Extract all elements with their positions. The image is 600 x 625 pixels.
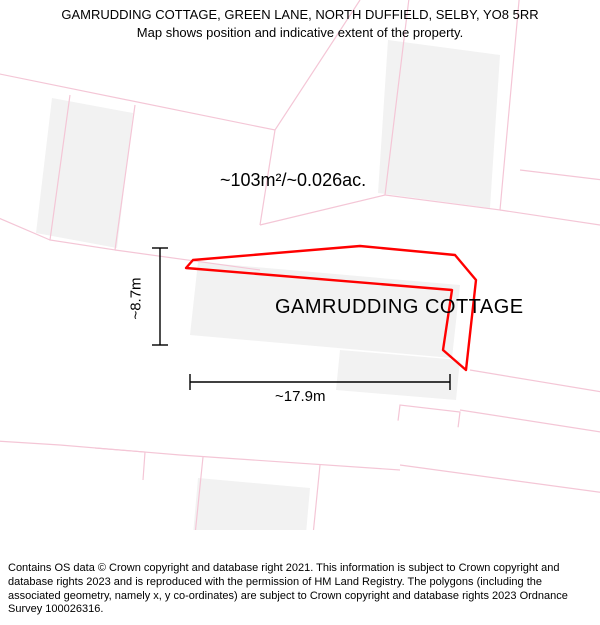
footer-copyright: Contains OS data © Crown copyright and d…: [8, 562, 592, 617]
property-name-label: GAMRUDDING COTTAGE: [275, 296, 524, 319]
area-label: ~103m²/~0.026ac.: [220, 170, 366, 191]
height-dimension-label: ~8.7m: [128, 277, 145, 319]
width-dimension-label: ~17.9m: [275, 388, 325, 405]
header-subtitle: Map shows position and indicative extent…: [0, 24, 600, 42]
map-svg: [0, 0, 600, 530]
building-shape: [378, 40, 500, 208]
header-title: GAMRUDDING COTTAGE, GREEN LANE, NORTH DU…: [0, 6, 600, 24]
header-block: GAMRUDDING COTTAGE, GREEN LANE, NORTH DU…: [0, 6, 600, 41]
